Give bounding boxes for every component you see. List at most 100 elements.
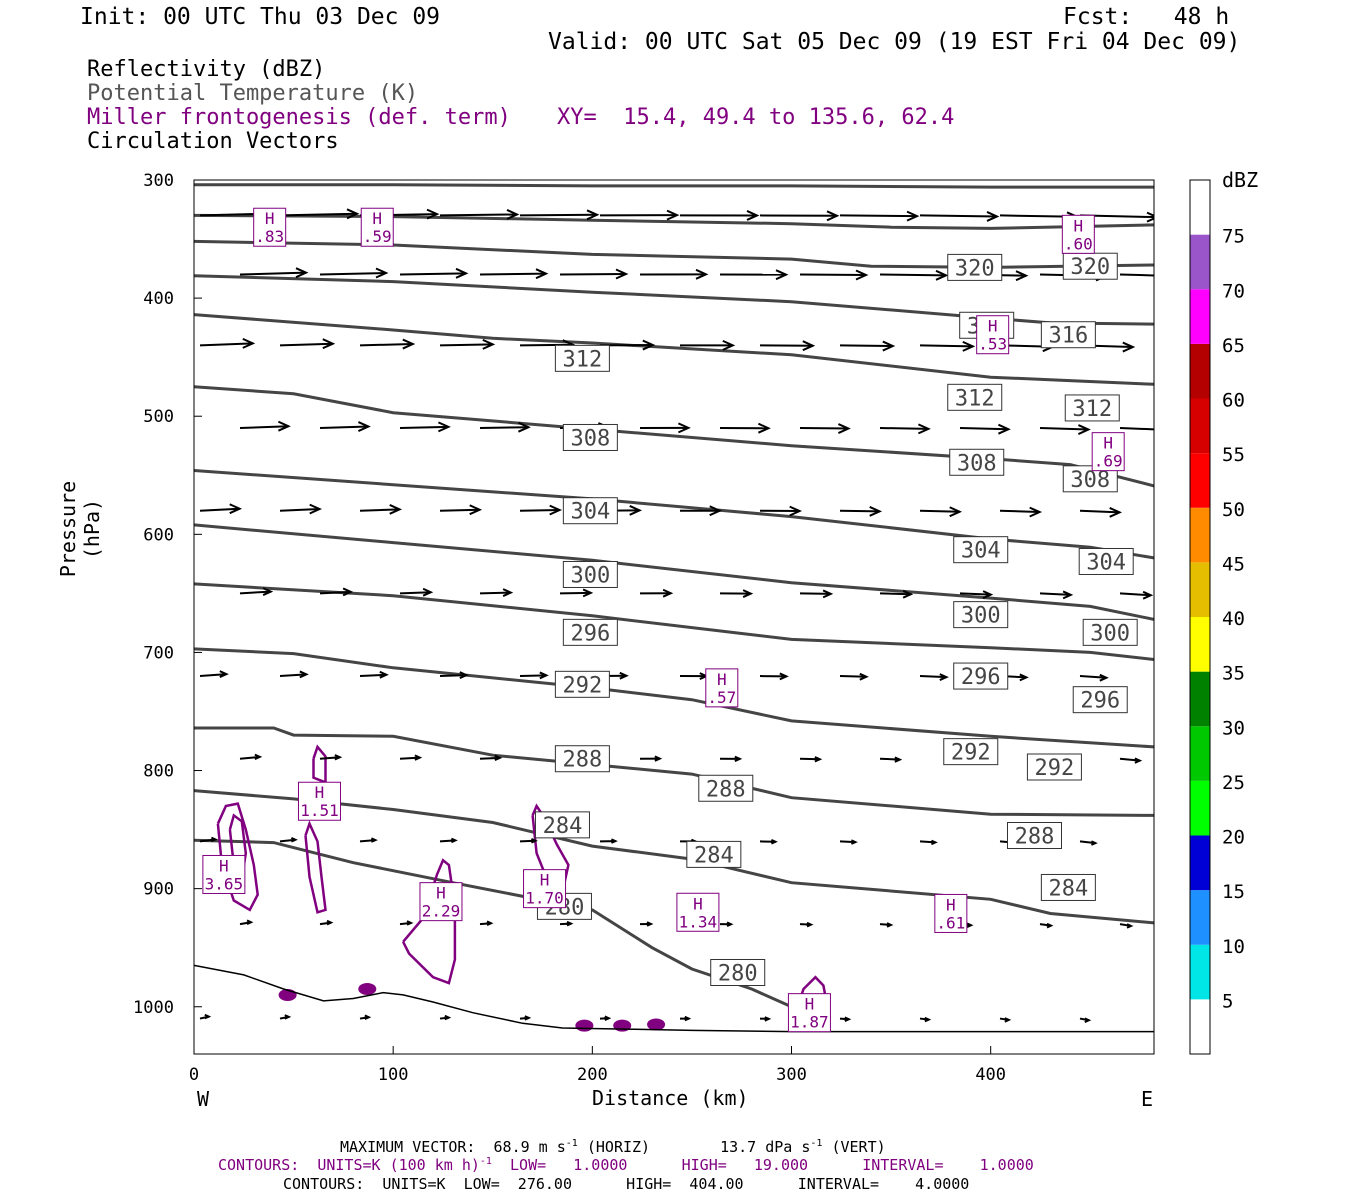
frontogenesis-max-value: 1.87 <box>790 1013 829 1032</box>
circulation-vector <box>799 592 831 595</box>
theta-label: 312 <box>955 386 995 411</box>
circulation-vector-head <box>902 589 914 599</box>
theta-label-box <box>947 383 1003 411</box>
circulation-vector-head <box>402 338 416 350</box>
circulation-vector-head <box>414 754 423 761</box>
theta-label: 316 <box>1048 324 1088 349</box>
colorbar-segment <box>1190 780 1210 836</box>
circulation-vector-head <box>524 1015 532 1021</box>
circulation-vector-head <box>939 673 949 681</box>
colorbar-tick-label: 5 <box>1222 990 1233 1012</box>
x-tick-label: 100 <box>378 1065 409 1085</box>
frontogenesis-max-value: .83 <box>255 227 284 246</box>
theta-label: 292 <box>563 673 603 698</box>
circulation-vector-head <box>375 267 389 279</box>
circulation-vector-head <box>742 589 754 598</box>
frontogenesis-max-value: .61 <box>936 913 965 932</box>
circulation-vector-head <box>426 208 440 220</box>
theta-label: 312 <box>1072 397 1112 422</box>
circulation-vector <box>279 673 307 678</box>
frontogenesis-max-letter: H <box>540 871 550 890</box>
circulation-vector <box>199 673 227 678</box>
circulation-vector <box>1079 675 1107 679</box>
circulation-vector <box>479 591 511 595</box>
circulation-vector <box>319 425 369 430</box>
circulation-vector-head <box>1029 506 1043 518</box>
colorbar-segment <box>1190 507 1210 563</box>
circulation-vector-head <box>1077 424 1091 435</box>
circulation-vector <box>999 509 1040 514</box>
frontogenesis-contour <box>531 803 570 884</box>
circulation-vector-head <box>517 421 531 433</box>
circulation-vector-head <box>422 587 434 597</box>
circulation-vector <box>839 214 918 218</box>
circulation-vector <box>959 592 991 596</box>
circulation-vector <box>1039 427 1089 431</box>
circulation-vector-head <box>284 1014 292 1020</box>
theta-label-box <box>947 253 1003 281</box>
theta-label: 280 <box>718 962 758 987</box>
circulation-vector-head <box>1126 923 1134 929</box>
circulation-vector-head <box>379 670 389 679</box>
theta-contours <box>194 183 1154 1009</box>
theta-label-box <box>943 738 999 766</box>
theta-label: 304 <box>1086 550 1126 575</box>
colorbar-tick-label: 55 <box>1222 444 1245 466</box>
theta-label: 308 <box>570 426 610 451</box>
circulation-vector <box>1079 509 1120 514</box>
circulation-vector <box>439 343 493 347</box>
circulation-vector-head <box>486 920 494 926</box>
circulation-vector-head <box>1109 507 1123 518</box>
circulation-vector <box>399 425 449 430</box>
frontogenesis-max-letter: H <box>315 783 325 802</box>
circulation-vector-head <box>806 921 814 928</box>
circulation-vector <box>1119 273 1154 277</box>
theta-label-box <box>562 497 618 525</box>
circulation-vector-head <box>254 753 263 761</box>
circulation-vector <box>799 757 820 761</box>
frontogenesis-max-box <box>297 781 341 821</box>
circulation-vector-head <box>734 755 743 763</box>
circulation-vector <box>239 590 271 595</box>
circulation-vector <box>919 675 947 679</box>
circulation-vector <box>799 427 849 430</box>
circulation-vector-head <box>1084 1017 1092 1023</box>
colorbar-frame <box>1189 179 1211 1055</box>
circulation-vector <box>359 343 413 347</box>
frontogenesis-max-box <box>253 207 287 247</box>
circulation-vector-head <box>642 339 656 351</box>
frontogenesis-max-value: .69 <box>1094 452 1123 471</box>
circulation-vector-head <box>924 1016 932 1023</box>
circulation-vector-head <box>437 421 451 433</box>
circulation-vector-head <box>290 837 298 843</box>
circulation-vector-head <box>775 269 789 281</box>
circulation-vector <box>1119 427 1154 431</box>
circulation-vector <box>199 342 253 347</box>
colorbar-tick-label: 65 <box>1222 335 1245 357</box>
circulation-vector-head <box>1046 922 1054 929</box>
circulation-vector-head <box>855 269 869 281</box>
x-tick-label: 300 <box>776 1065 807 1085</box>
circulation-vector-head <box>444 1014 452 1021</box>
frontogenesis-max-box <box>419 882 463 922</box>
circulation-vector <box>319 590 351 595</box>
circulation-vector-head <box>917 423 931 435</box>
circulation-vector <box>879 757 900 761</box>
colorbar-tick-label: 10 <box>1222 936 1245 958</box>
colorbar-unit: dBZ <box>1222 168 1259 192</box>
circulation-vector-head <box>582 588 594 598</box>
circulation-vector-head <box>1090 840 1098 846</box>
circulation-vector-head <box>586 209 600 221</box>
theta-label-box <box>1062 252 1118 280</box>
circulation-vector-head <box>1062 590 1074 600</box>
legend-vectors: Circulation Vectors <box>87 129 339 154</box>
legend-reflectivity: Reflectivity (dBZ) <box>87 57 326 82</box>
circulation-vector-head <box>246 919 254 925</box>
circulation-vector <box>839 344 893 348</box>
circulation-vector-head <box>326 919 334 926</box>
theta-label-box <box>1064 394 1120 422</box>
circulation-vector-head <box>370 837 378 843</box>
frontogenesis-max-letter: H <box>1073 216 1083 235</box>
colorbar-segment <box>1190 671 1210 727</box>
circulation-vector-head <box>277 420 291 432</box>
